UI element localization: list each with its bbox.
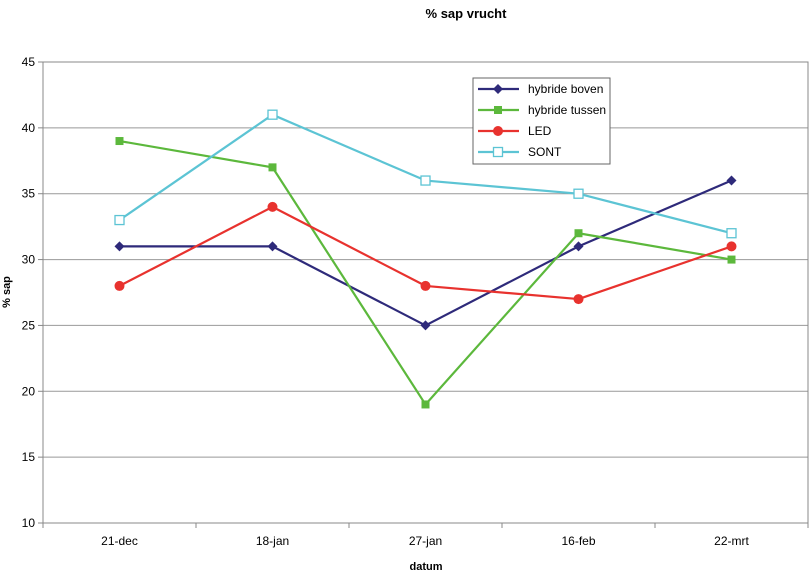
y-tick-labels: 10 15 20 25 30 35 40 45 — [22, 55, 36, 530]
x-tick-label: 18-jan — [256, 534, 289, 548]
data-point — [267, 241, 278, 252]
data-point — [573, 188, 584, 199]
data-point — [726, 241, 737, 252]
y-axis-label: % sap — [1, 276, 13, 308]
legend-label: SONT — [528, 145, 562, 159]
data-point — [420, 320, 431, 331]
series-hybride-boven — [114, 175, 737, 331]
axes — [38, 61, 809, 528]
legend-item: hybride boven — [478, 82, 603, 96]
legend-marker — [493, 126, 503, 136]
y-tick-label: 30 — [22, 253, 36, 267]
y-tick-label: 25 — [22, 318, 36, 332]
x-tick-label: 21-dec — [101, 534, 138, 548]
series-line — [118, 113, 732, 235]
legend-label: LED — [528, 124, 552, 138]
legend-marker — [494, 106, 502, 114]
data-point — [573, 241, 584, 252]
x-tick-label: 16-feb — [561, 534, 595, 548]
y-tick-label: 45 — [22, 55, 36, 69]
data-point — [115, 137, 124, 146]
legend-item: LED — [478, 124, 552, 138]
data-point — [420, 280, 431, 291]
data-point — [114, 280, 125, 291]
data-point — [114, 214, 125, 226]
series-sont — [114, 109, 737, 239]
legend-item: hybride tussen — [478, 103, 606, 117]
legend-marker — [493, 84, 503, 94]
legend-marker — [492, 146, 504, 158]
x-tick-label: 22-mrt — [714, 534, 749, 548]
x-tick-label: 27-jan — [409, 534, 442, 548]
data-point — [420, 175, 431, 186]
legend-label: hybride tussen — [528, 103, 606, 117]
plot-frame — [42, 61, 809, 524]
data-point — [267, 109, 278, 120]
data-point — [726, 175, 737, 186]
series-led — [114, 201, 737, 305]
chart-title: % sap vrucht — [426, 6, 508, 21]
y-tick-label: 10 — [22, 516, 36, 530]
data-point — [727, 255, 736, 264]
data-point — [574, 229, 583, 238]
data-point — [268, 163, 277, 172]
y-tick-label: 15 — [22, 450, 36, 464]
y-tick-label: 35 — [22, 187, 36, 201]
gridlines — [43, 61, 808, 524]
data-point — [114, 241, 125, 252]
data-point — [726, 228, 737, 239]
legend: hybride boven hybride tussen LED SONT — [472, 77, 611, 165]
y-tick-label: 20 — [22, 384, 36, 398]
data-point — [421, 400, 430, 409]
series-group — [114, 109, 737, 409]
x-axis-label: datum — [410, 561, 443, 573]
y-tick-label: 40 — [22, 121, 36, 135]
legend-item: SONT — [478, 145, 562, 159]
series-hybride-tussen — [115, 137, 736, 409]
legend-label: hybride boven — [528, 82, 603, 96]
data-point — [573, 294, 584, 305]
series-line — [119, 179, 732, 327]
data-point — [267, 201, 278, 212]
x-tick-labels: 21-dec 18-jan 27-jan 16-feb 22-mrt — [101, 534, 749, 548]
